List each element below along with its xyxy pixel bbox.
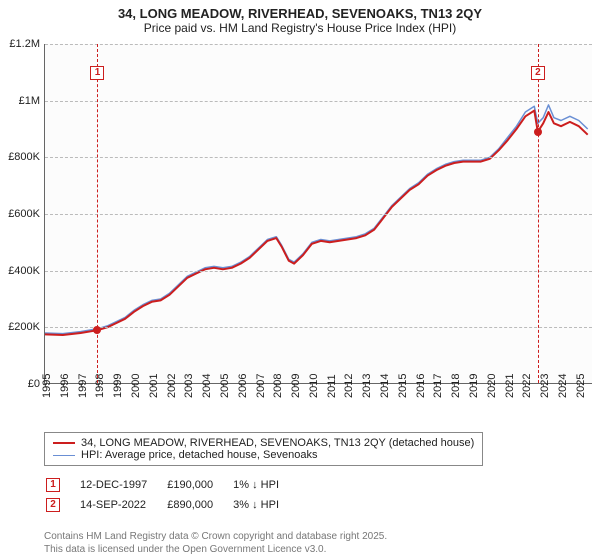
legend-box: 34, LONG MEADOW, RIVERHEAD, SEVENOAKS, T… (44, 432, 483, 466)
x-tick-label: 2020 (486, 384, 491, 398)
x-tick-label: 2010 (308, 384, 313, 398)
title-line-1: 34, LONG MEADOW, RIVERHEAD, SEVENOAKS, T… (10, 6, 590, 21)
legend-label: 34, LONG MEADOW, RIVERHEAD, SEVENOAKS, T… (81, 437, 474, 449)
x-tick-label: 2006 (237, 384, 242, 398)
x-tick-label: 2014 (379, 384, 384, 398)
legend-swatch (53, 442, 75, 444)
footer-line-1: Contains HM Land Registry data © Crown c… (44, 530, 387, 543)
event-marker-box-1: 1 (90, 66, 104, 80)
x-tick-label: 2008 (272, 384, 277, 398)
y-tick-label: £200K (0, 321, 40, 333)
x-tick-label: 2001 (148, 384, 153, 398)
marker-id-box: 2 (46, 498, 60, 512)
legend-label: HPI: Average price, detached house, Seve… (81, 449, 317, 461)
marker-delta: 3% ↓ HPI (233, 496, 297, 514)
title-block: 34, LONG MEADOW, RIVERHEAD, SEVENOAKS, T… (0, 0, 600, 37)
x-tick-label: 2013 (361, 384, 366, 398)
x-tick-label: 2025 (575, 384, 580, 398)
x-tick-label: 2021 (504, 384, 509, 398)
legend-row: 34, LONG MEADOW, RIVERHEAD, SEVENOAKS, T… (53, 437, 474, 449)
marker-delta: 1% ↓ HPI (233, 476, 297, 494)
x-tick-label: 2002 (166, 384, 171, 398)
x-tick-label: 2024 (557, 384, 562, 398)
x-tick-label: 2012 (343, 384, 348, 398)
x-tick-label: 2011 (326, 384, 331, 398)
x-tick-label: 2023 (539, 384, 544, 398)
y-tick-label: £400K (0, 265, 40, 277)
y-tick-label: £1M (0, 95, 40, 107)
x-tick-label: 2005 (219, 384, 224, 398)
x-tick-label: 2015 (397, 384, 402, 398)
footer-attribution: Contains HM Land Registry data © Crown c… (44, 530, 387, 556)
chart-container: 34, LONG MEADOW, RIVERHEAD, SEVENOAKS, T… (0, 0, 600, 560)
x-tick-label: 2009 (290, 384, 295, 398)
x-tick-label: 2016 (415, 384, 420, 398)
marker-id-box: 1 (46, 478, 60, 492)
legend-swatch (53, 455, 75, 456)
x-tick-label: 1996 (59, 384, 64, 398)
event-line-2 (538, 44, 539, 383)
x-tick-label: 1999 (112, 384, 117, 398)
x-tick-label: 2022 (521, 384, 526, 398)
x-tick-label: 1995 (41, 384, 46, 398)
gridline (45, 214, 592, 215)
gridline (45, 157, 592, 158)
markers-table: 1 12-DEC-1997£190,0001% ↓ HPI 2 14-SEP-2022… (44, 474, 299, 516)
marker-date: 12-DEC-1997 (80, 476, 165, 494)
event-marker-box-2: 2 (531, 66, 545, 80)
x-tick-label: 2007 (255, 384, 260, 398)
x-tick-label: 2000 (130, 384, 135, 398)
x-tick-label: 1997 (77, 384, 82, 398)
chart-plot-area: 1995199619971998199920002001200220032004… (44, 44, 592, 384)
marker-row: 2 14-SEP-2022£890,0003% ↓ HPI (46, 496, 297, 514)
x-tick-label: 2004 (201, 384, 206, 398)
marker-date: 14-SEP-2022 (80, 496, 165, 514)
y-tick-label: £800K (0, 151, 40, 163)
title-line-2: Price paid vs. HM Land Registry's House … (10, 21, 590, 35)
event-dot (534, 128, 542, 136)
marker-row: 1 12-DEC-1997£190,0001% ↓ HPI (46, 476, 297, 494)
x-tick-label: 2017 (432, 384, 437, 398)
series-price_paid (45, 111, 588, 335)
legend-and-markers: 34, LONG MEADOW, RIVERHEAD, SEVENOAKS, T… (44, 432, 592, 516)
series-hpi (45, 105, 588, 334)
gridline (45, 271, 592, 272)
marker-price: £890,000 (167, 496, 231, 514)
footer-line-2: This data is licensed under the Open Gov… (44, 543, 387, 556)
event-dot (93, 326, 101, 334)
x-tick-label: 2018 (450, 384, 455, 398)
gridline (45, 101, 592, 102)
x-tick-label: 1998 (94, 384, 99, 398)
x-tick-label: 2003 (183, 384, 188, 398)
x-tick-label: 2019 (468, 384, 473, 398)
y-tick-label: £1.2M (0, 38, 40, 50)
marker-price: £190,000 (167, 476, 231, 494)
y-tick-label: £600K (0, 208, 40, 220)
legend-row: HPI: Average price, detached house, Seve… (53, 449, 474, 461)
y-tick-label: £0 (0, 378, 40, 390)
gridline (45, 44, 592, 45)
gridline (45, 327, 592, 328)
